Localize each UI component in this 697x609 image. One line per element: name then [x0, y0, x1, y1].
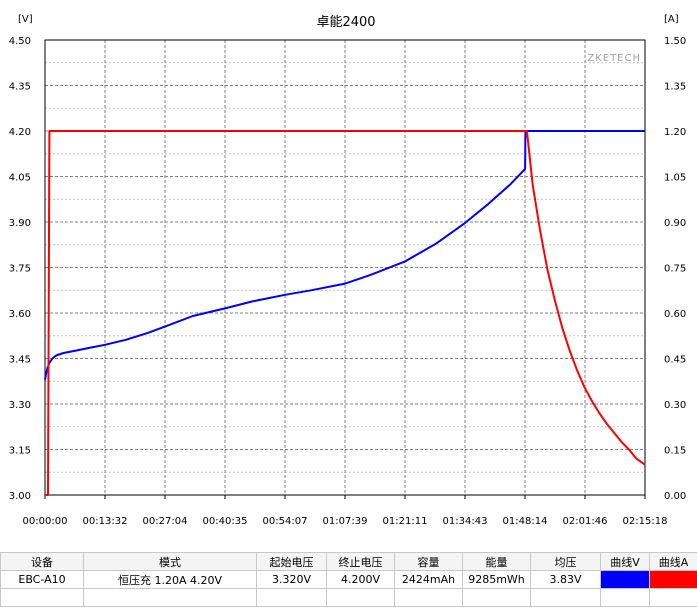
- header-curve-a: 曲线A: [649, 552, 697, 571]
- left-tick-label: 3.90: [9, 218, 31, 229]
- watermark: ZKETECH: [587, 53, 641, 64]
- left-tick-label: 3.45: [9, 355, 31, 366]
- header-avg-voltage: 均压: [530, 552, 601, 571]
- curve-v-color-swatch[interactable]: [601, 571, 649, 588]
- right-tick-label: 0.00: [664, 491, 686, 502]
- empty-cell: [256, 588, 327, 607]
- chart: 卓能2400 [V] [A] ZKETECH 4.50 4.35 4.20 4.05 3…: [9, 14, 687, 527]
- x-tick-label: 02:01:46: [563, 516, 608, 527]
- x-tick-label: 00:13:32: [83, 516, 128, 527]
- x-tick-label: 01:48:14: [503, 516, 548, 527]
- cell-curve-v-swatch[interactable]: [600, 570, 650, 589]
- x-tick-label: 00:27:04: [143, 516, 188, 527]
- left-axis-ticks: 4.50 4.35 4.20 4.05 3.90 3.75 3.60 3.45 3.30 3.15…: [9, 36, 31, 502]
- curve-a-color-swatch[interactable]: [650, 571, 697, 588]
- summary-data-row[interactable]: EBC-A10 恒压充 1.20A 4.20V 3.320V 4.200V 24…: [0, 570, 697, 589]
- header-capacity: 容量: [394, 552, 463, 571]
- x-tick-label: 00:00:00: [23, 516, 68, 527]
- right-tick-label: 0.30: [664, 400, 686, 411]
- x-axis-ticks: 00:00:00 00:13:32 00:27:04 00:40:35 00:54:07…: [23, 495, 668, 527]
- left-tick-label: 3.15: [9, 446, 31, 457]
- left-tick-label: 3.75: [9, 264, 31, 275]
- left-tick-label: 3.30: [9, 400, 31, 411]
- right-tick-label: 1.20: [664, 127, 686, 138]
- empty-cell: [394, 588, 463, 607]
- x-tick-label: 00:54:07: [263, 516, 308, 527]
- summary-empty-row: [0, 588, 697, 607]
- right-axis-ticks: 1.50 1.35 1.20 1.05 0.90 0.75 0.60 0.45 0.30 0.15…: [664, 36, 686, 502]
- cell-curve-a-swatch[interactable]: [649, 570, 697, 589]
- chart-title: 卓能2400: [316, 15, 375, 30]
- header-energy: 能量: [462, 552, 531, 571]
- right-tick-label: 0.45: [664, 355, 686, 366]
- left-axis-unit: [V]: [18, 14, 33, 25]
- grid: [45, 40, 645, 495]
- x-tick-label: 01:07:39: [323, 516, 368, 527]
- summary-table: 设备 模式 起始电压 终止电压 容量 能量 均压 曲线V 曲线A EBC-A10…: [0, 552, 697, 607]
- right-tick-label: 0.15: [664, 446, 686, 457]
- header-device: 设备: [0, 552, 84, 571]
- series-line-voltage: [44, 130, 645, 380]
- cell-capacity: 2424mAh: [394, 570, 463, 589]
- left-tick-label: 3.60: [9, 309, 31, 320]
- left-tick-label: 3.00: [9, 491, 31, 502]
- header-end-voltage: 终止电压: [326, 552, 395, 571]
- summary-header-row: 设备 模式 起始电压 终止电压 容量 能量 均压 曲线V 曲线A: [0, 552, 697, 571]
- left-tick-label: 4.20: [9, 127, 31, 138]
- right-tick-label: 1.05: [664, 173, 686, 184]
- right-tick-label: 0.60: [664, 309, 686, 320]
- cell-avg-voltage: 3.83V: [530, 570, 601, 589]
- cell-device: EBC-A10: [0, 570, 84, 589]
- empty-cell: [462, 588, 531, 607]
- cell-end-voltage: 4.200V: [326, 570, 395, 589]
- empty-cell: [83, 588, 257, 607]
- series-line-current: [45, 130, 646, 496]
- x-tick-label: 00:40:35: [203, 516, 248, 527]
- cell-start-voltage: 3.320V: [256, 570, 327, 589]
- empty-cell: [0, 588, 84, 607]
- right-tick-label: 1.50: [664, 36, 686, 47]
- x-tick-label: 01:21:11: [383, 516, 428, 527]
- right-tick-label: 0.75: [664, 264, 686, 275]
- right-tick-label: 1.35: [664, 82, 686, 93]
- cell-mode: 恒压充 1.20A 4.20V: [83, 570, 257, 589]
- empty-cell: [530, 588, 601, 607]
- left-tick-label: 4.35: [9, 82, 31, 93]
- left-tick-label: 4.05: [9, 173, 31, 184]
- left-tick-label: 4.50: [9, 36, 31, 47]
- cell-energy: 9285mWh: [462, 570, 531, 589]
- x-tick-label: 01:34:43: [443, 516, 488, 527]
- empty-cell: [649, 588, 697, 607]
- x-tick-label: 02:15:18: [623, 516, 668, 527]
- right-axis-unit: [A]: [664, 14, 679, 25]
- empty-cell: [326, 588, 395, 607]
- empty-cell: [600, 588, 650, 607]
- header-curve-v: 曲线V: [600, 552, 650, 571]
- header-start-voltage: 起始电压: [256, 552, 327, 571]
- header-mode: 模式: [83, 552, 257, 571]
- right-tick-label: 0.90: [664, 218, 686, 229]
